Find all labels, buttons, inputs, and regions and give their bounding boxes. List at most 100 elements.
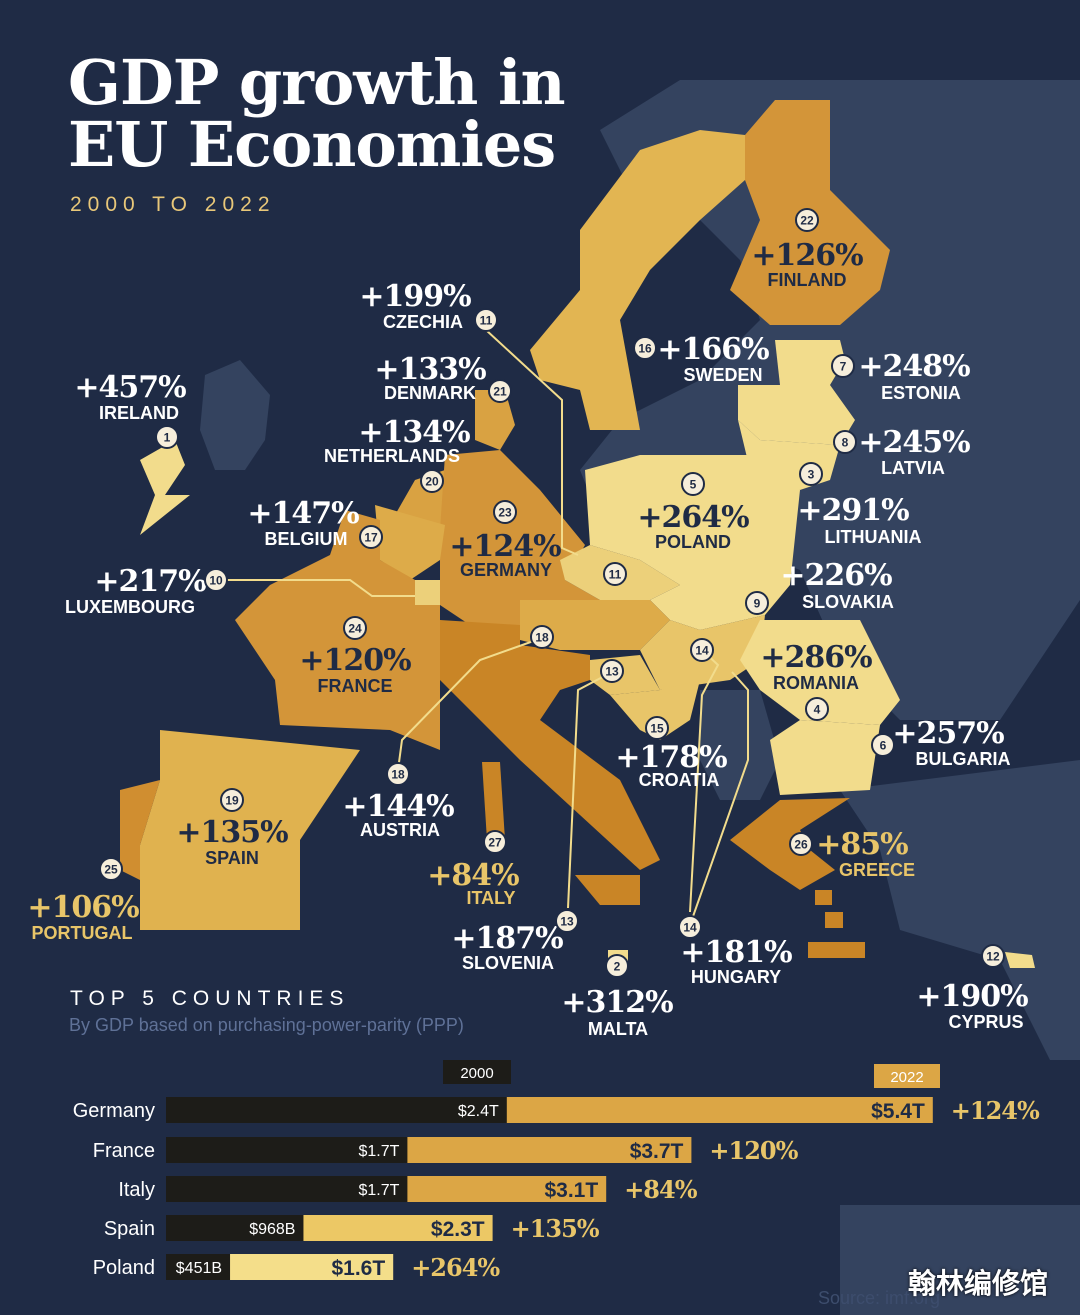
top5-bar-chart: 2000 2022 Germany $2.4T $5.4T +124% France $1.7… bbox=[73, 1060, 1041, 1282]
rank-badge-croatia: 15 bbox=[645, 716, 669, 740]
name-hungary: HUNGARY bbox=[691, 967, 781, 987]
growth-luxembourg: +217% bbox=[94, 564, 206, 599]
name-czechia: CZECHIA bbox=[383, 312, 463, 332]
svg-text:8: 8 bbox=[842, 436, 849, 450]
growth-malta: +312% bbox=[561, 985, 673, 1020]
legend-2000: 2000 bbox=[443, 1060, 511, 1084]
name-italy: ITALY bbox=[466, 888, 515, 908]
category-spain: Spain bbox=[104, 1218, 155, 1240]
name-luxembourg: LUXEMBOURG bbox=[65, 597, 195, 617]
name-sweden: SWEDEN bbox=[683, 365, 762, 385]
growth-label-germany: +124% bbox=[951, 1096, 1040, 1125]
svg-text:15: 15 bbox=[650, 722, 664, 736]
source-credit: Source: imf.org bbox=[818, 1288, 941, 1308]
legend-2022: 2022 bbox=[874, 1064, 940, 1088]
svg-text:5: 5 bbox=[690, 478, 697, 492]
growth-romania: +286% bbox=[760, 640, 872, 675]
name-greece: GREECE bbox=[839, 860, 915, 880]
svg-text:27: 27 bbox=[488, 836, 502, 850]
growth-finland: +126% bbox=[751, 238, 863, 273]
svg-text:13: 13 bbox=[560, 915, 574, 929]
name-belgium: BELGIUM bbox=[265, 529, 348, 549]
svg-text:14: 14 bbox=[683, 921, 697, 935]
svg-text:14: 14 bbox=[695, 644, 709, 658]
country-label-croatia: +178%CROATIA 15 bbox=[615, 716, 728, 790]
country-shape-luxembourg bbox=[415, 580, 440, 605]
rank-badge-luxembourg: 10 bbox=[204, 568, 228, 592]
growth-cyprus: +190% bbox=[916, 979, 1028, 1014]
rank-badge-lithuania: 3 bbox=[799, 462, 823, 486]
category-italy: Italy bbox=[118, 1179, 155, 1201]
country-shape-spain bbox=[140, 730, 360, 930]
country-label-austria: +144%AUSTRIA 18 18 bbox=[342, 625, 554, 840]
country-label-romania: +286%ROMANIA 4 bbox=[760, 640, 873, 721]
name-bulgaria: BULGARIA bbox=[916, 749, 1011, 769]
country-shape-ireland bbox=[140, 440, 190, 535]
name-slovakia: SLOVAKIA bbox=[802, 592, 894, 612]
growth-netherlands: +134% bbox=[358, 415, 470, 450]
country-shape-belgium bbox=[375, 505, 445, 580]
leader-lines bbox=[227, 329, 749, 926]
rank-badge-czechia-2: 11 bbox=[603, 562, 627, 586]
country-label-cyprus: +190%CYPRUS 12 bbox=[916, 944, 1029, 1032]
rank-badge-slovenia-2: 13 bbox=[555, 909, 579, 933]
country-label-malta: +312%MALTA 2 bbox=[561, 954, 674, 1039]
svg-text:13: 13 bbox=[605, 665, 619, 679]
rank-badge-slovenia: 13 bbox=[600, 659, 624, 683]
value-2022-spain: $2.3T bbox=[431, 1218, 485, 1241]
rank-badge-italy: 27 bbox=[483, 830, 507, 854]
name-germany: GERMANY bbox=[460, 560, 552, 580]
country-shape-bulgaria bbox=[770, 720, 880, 795]
category-france: France bbox=[93, 1140, 155, 1162]
country-shape-austria bbox=[520, 600, 670, 650]
country-label-luxembourg: +217%LUXEMBOURG 10 bbox=[65, 564, 228, 617]
rank-badge-hungary: 14 bbox=[690, 638, 714, 662]
svg-text:7: 7 bbox=[840, 360, 847, 374]
name-ireland: IRELAND bbox=[99, 403, 179, 423]
rank-badge-france: 24 bbox=[343, 616, 367, 640]
svg-text:2: 2 bbox=[614, 960, 621, 974]
value-2022-poland: $1.6T bbox=[331, 1257, 385, 1280]
country-shape-latvia bbox=[738, 385, 855, 445]
rank-badge-finland: 22 bbox=[795, 208, 819, 232]
country-shape-sardinia bbox=[482, 762, 505, 840]
country-label-ireland: +457%IRELAND 1 bbox=[74, 370, 187, 449]
name-finland: FINLAND bbox=[768, 270, 847, 290]
rank-badge-denmark: 21 bbox=[488, 379, 512, 403]
name-spain: SPAIN bbox=[205, 848, 259, 868]
rank-badge-germany: 23 bbox=[493, 500, 517, 524]
country-shape-crete bbox=[808, 942, 865, 958]
svg-text:10: 10 bbox=[209, 574, 223, 588]
country-label-portugal: +106%PORTUGAL 25 bbox=[27, 857, 140, 943]
legend-2022-label: 2022 bbox=[890, 1069, 923, 1086]
rank-badge-estonia: 7 bbox=[831, 354, 855, 378]
rank-badge-latvia: 8 bbox=[833, 430, 857, 454]
svg-text:18: 18 bbox=[391, 768, 405, 782]
growth-slovenia: +187% bbox=[451, 921, 563, 956]
name-romania: ROMANIA bbox=[773, 673, 859, 693]
svg-text:20: 20 bbox=[425, 475, 439, 489]
svg-text:16: 16 bbox=[638, 342, 652, 356]
name-croatia: CROATIA bbox=[639, 770, 720, 790]
rank-badge-hungary-2: 14 bbox=[678, 915, 702, 939]
value-2022-germany: $5.4T bbox=[871, 1100, 925, 1123]
name-malta: MALTA bbox=[588, 1019, 648, 1039]
rank-badge-greece: 26 bbox=[789, 832, 813, 856]
svg-text:3: 3 bbox=[808, 468, 815, 482]
growth-ireland: +457% bbox=[74, 370, 186, 405]
growth-italy: +84% bbox=[427, 858, 519, 893]
svg-text:9: 9 bbox=[754, 597, 761, 611]
growth-poland: +264% bbox=[637, 500, 749, 535]
rank-badge-portugal: 25 bbox=[99, 857, 123, 881]
bar-2000-italy bbox=[166, 1176, 408, 1202]
value-2000-france: $1.7T bbox=[358, 1143, 399, 1160]
growth-label-spain: +135% bbox=[511, 1214, 600, 1243]
growth-czechia: +199% bbox=[359, 279, 471, 314]
growth-lithuania: +291% bbox=[797, 493, 909, 528]
svg-text:19: 19 bbox=[225, 794, 239, 808]
country-shape-poland bbox=[585, 455, 800, 585]
country-shape-portugal bbox=[120, 780, 160, 880]
svg-text:21: 21 bbox=[493, 385, 507, 399]
bar-2000-france bbox=[166, 1137, 408, 1163]
country-label-france: +120%FRANCE 24 bbox=[299, 616, 412, 696]
